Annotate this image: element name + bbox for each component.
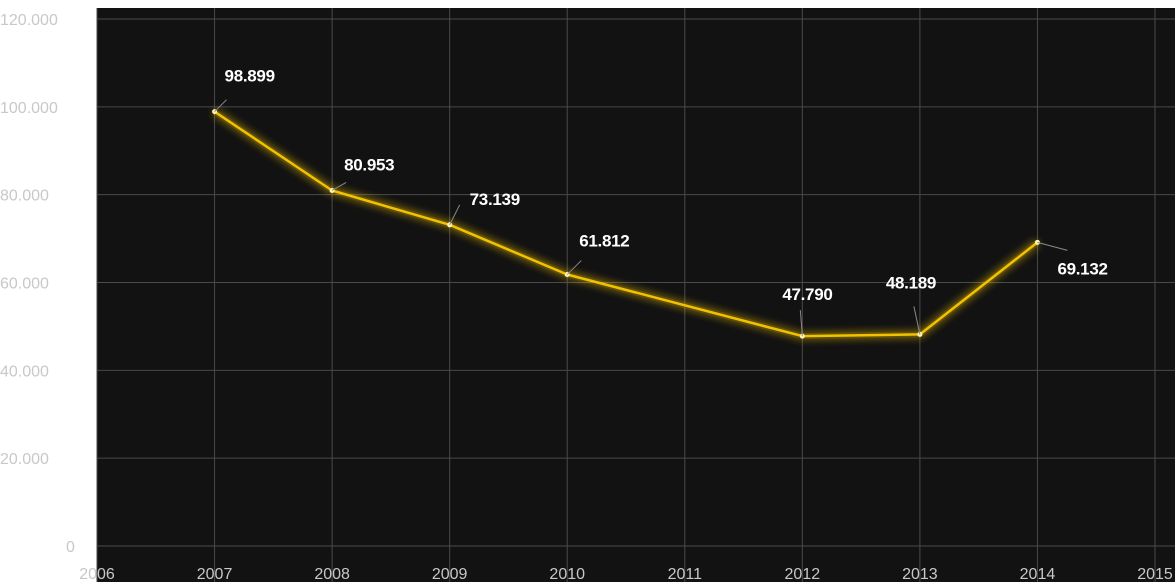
- data-label: 69.132: [1057, 259, 1107, 278]
- label-leader-line: [913, 306, 921, 335]
- x-tick-label: 2015: [1137, 566, 1173, 582]
- x-tick-label: 2012: [785, 566, 821, 582]
- x-tick-label: 2011: [668, 566, 703, 582]
- y-tick-label: 100.000: [0, 100, 58, 117]
- x-tick-label: 2009: [432, 566, 468, 582]
- x-tick-label: 2010: [549, 566, 585, 582]
- x-tick-label: 2006: [79, 566, 115, 582]
- label-leader-line: [799, 310, 803, 337]
- x-tick-label: 2007: [197, 566, 233, 582]
- data-label: 61.812: [579, 232, 629, 251]
- label-leader-line: [214, 99, 227, 113]
- y-tick-label: 0: [66, 539, 75, 556]
- y-tick-label: 120.000: [0, 12, 58, 29]
- label-leader-line: [331, 182, 347, 191]
- label-leader-line: [1037, 241, 1068, 251]
- data-labels: 98.899 80.953 73.139 61.812 47.790 48.189 69.1…: [214, 67, 1108, 337]
- y-tick-label: 40.000: [0, 363, 49, 380]
- data-label: 73.139: [470, 190, 520, 209]
- grid: [96, 8, 1175, 582]
- y-tick-label: 60.000: [0, 276, 49, 293]
- data-label: 47.790: [782, 285, 832, 304]
- axis-tick-labels: 0 20.000 40.000 60.000 80.000 100.000 120.000 2…: [0, 12, 1173, 582]
- x-tick-label: 2013: [902, 566, 938, 582]
- y-tick-label: 20.000: [0, 451, 49, 468]
- label-leader-line: [566, 260, 582, 275]
- y-tick-label: 80.000: [0, 188, 49, 205]
- data-label: 48.189: [886, 273, 936, 292]
- label-leader-line: [449, 204, 461, 226]
- x-tick-label: 2014: [1020, 566, 1056, 582]
- data-label: 80.953: [344, 155, 394, 174]
- x-tick-label: 2008: [314, 566, 350, 582]
- data-label: 98.899: [225, 67, 275, 86]
